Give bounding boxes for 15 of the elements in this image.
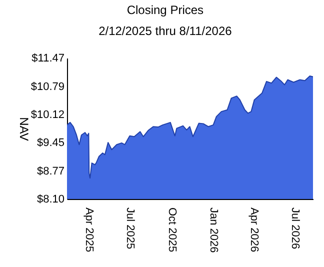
chart-subtitle: 2/12/2025 thru 8/11/2026 xyxy=(98,24,232,38)
x-tick-label: Jan 2026 xyxy=(207,208,220,253)
y-tick-label: $10.79 xyxy=(30,80,64,93)
y-axis-title: NAV xyxy=(16,117,31,141)
x-tick-label: Oct 2025 xyxy=(166,208,178,252)
y-tick-label: $11.47 xyxy=(32,52,64,64)
y-tick-label: $8.10 xyxy=(36,194,64,206)
y-tick-label: $10.12 xyxy=(30,108,64,121)
x-tick-label: Apr 2025 xyxy=(83,208,96,252)
x-tick-label: Jul 2025 xyxy=(124,208,136,250)
chart-title: Closing Prices xyxy=(126,3,204,17)
y-tick-label: $8.77 xyxy=(36,165,64,178)
x-tick-label: Apr 2026 xyxy=(248,208,260,252)
y-tick-label: $9.45 xyxy=(36,137,64,150)
x-tick-label: Jul 2026 xyxy=(288,208,301,250)
